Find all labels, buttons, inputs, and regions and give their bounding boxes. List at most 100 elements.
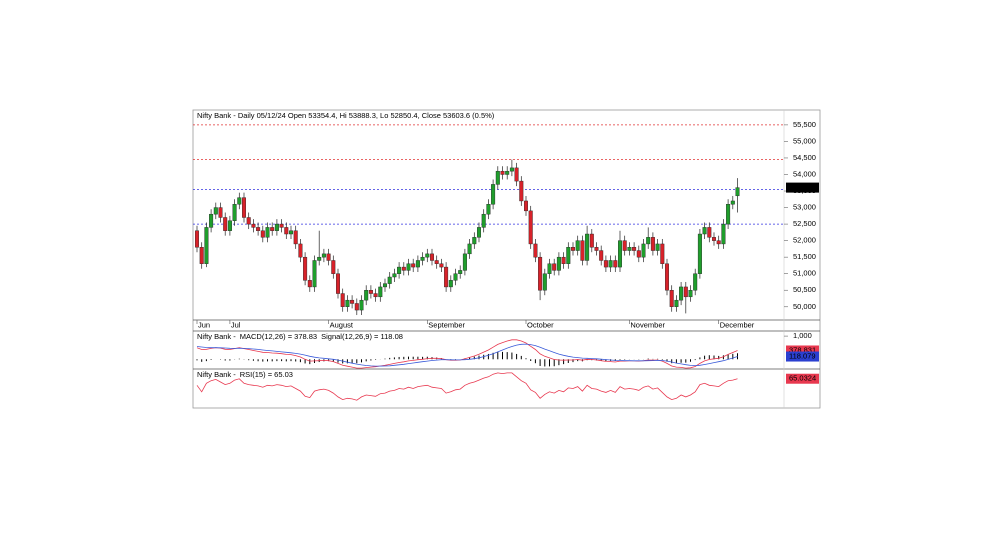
candle-body (707, 227, 712, 238)
candle-body (434, 260, 439, 264)
indicator-line (196, 372, 738, 401)
candle-body (284, 227, 289, 235)
x-tick-label: Jul (231, 320, 241, 329)
candle-body (430, 253, 435, 261)
candle-body (688, 290, 693, 298)
candle-body (509, 167, 514, 172)
candle-body (199, 247, 204, 264)
candle-body (223, 217, 228, 231)
candle-body (458, 270, 463, 274)
candle-body (326, 253, 331, 261)
candle-body (542, 273, 547, 291)
candle-body (307, 280, 312, 288)
candle-body (735, 187, 740, 197)
legend-entry: RSI(15) = 65.03 (240, 370, 293, 379)
chart-title: Nifty Bank - Daily 05/12/24 Open 53354.4… (197, 111, 495, 120)
candle-body (571, 247, 576, 251)
legend-entry: MACD(12,26) = 378.83 (240, 332, 317, 341)
candle-body (368, 290, 373, 294)
candle-body (712, 237, 717, 241)
candle-body (730, 200, 735, 205)
y-tick-label: 51,500 (793, 252, 816, 261)
y-tick-label: 54,500 (793, 153, 816, 162)
price-marker (786, 373, 819, 384)
candle-body (599, 250, 604, 261)
candle-body (575, 240, 580, 251)
candle-body (519, 180, 524, 202)
x-tick-label: Jun (198, 320, 210, 329)
candle-body (655, 243, 660, 251)
legend-entry: Signal(12,26,9) = 118.08 (321, 332, 403, 341)
candle-body (481, 213, 486, 228)
candle-body (331, 260, 336, 274)
candle-body (378, 286, 383, 298)
candle-body (397, 266, 402, 274)
candle-body (312, 260, 317, 288)
candle-body (660, 243, 665, 264)
candle-body (613, 260, 618, 268)
candle-body (462, 253, 467, 271)
candle-body (246, 217, 251, 225)
panel-title: Nifty Bank - (197, 332, 236, 341)
y-tick-label: 51,000 (793, 269, 816, 278)
candle-body (227, 220, 232, 231)
candle-body (279, 223, 284, 228)
candle-body (317, 256, 322, 261)
candle-body (364, 290, 369, 301)
candle-body (411, 263, 416, 268)
price-marker-label: 118.079 (789, 352, 816, 361)
y-tick-label: 54,000 (793, 169, 816, 178)
candle-body (608, 260, 613, 268)
candle-body (514, 167, 519, 182)
candle-body (270, 227, 275, 231)
candle-body (477, 227, 482, 238)
candle-body (618, 240, 623, 268)
candle-body (444, 266, 449, 288)
candle-body (547, 263, 552, 274)
y-tick-label: 1,000 (793, 331, 812, 340)
candle-body (721, 223, 726, 245)
candle-body (538, 256, 543, 291)
candle-body (373, 293, 378, 298)
candle-body (293, 230, 298, 245)
x-tick-label: November (630, 320, 665, 329)
candle-body (359, 299, 364, 311)
candle-body (298, 243, 303, 258)
candle-body (636, 250, 641, 258)
panel-title: Nifty Bank - (197, 370, 236, 379)
candle-body (641, 243, 646, 258)
candle-body (260, 230, 265, 238)
candle-body (585, 233, 590, 261)
candle-body (472, 237, 477, 245)
y-tick-label: 50,500 (793, 285, 816, 294)
x-tick-label: August (330, 320, 354, 329)
candle-body (622, 240, 627, 251)
y-tick-label: 50,000 (793, 302, 816, 311)
candle-body (209, 213, 214, 228)
candle-body (702, 227, 707, 235)
candle-body (350, 299, 355, 304)
candle-body (505, 170, 510, 175)
y-tick-label: 55,500 (793, 120, 816, 129)
candle-body (500, 170, 505, 175)
candle-body (232, 204, 237, 221)
candle-body (425, 253, 430, 258)
y-tick-label: 52,500 (793, 219, 816, 228)
price-marker (786, 345, 819, 356)
candle-body (448, 280, 453, 288)
candle-body (387, 276, 392, 284)
candle-body (594, 247, 599, 251)
candle-body (552, 263, 557, 271)
price-marker-label: 65.0324 (789, 374, 816, 383)
candle-body (627, 247, 632, 251)
price-marker (786, 351, 819, 362)
candle-body (650, 237, 655, 251)
candle-body (213, 207, 218, 215)
candle-body (646, 237, 651, 245)
candle-body (693, 273, 698, 291)
indicator-line (196, 343, 738, 367)
y-tick-label: 55,000 (793, 136, 816, 145)
candle-body (415, 260, 420, 268)
x-tick-label: September (428, 320, 465, 329)
